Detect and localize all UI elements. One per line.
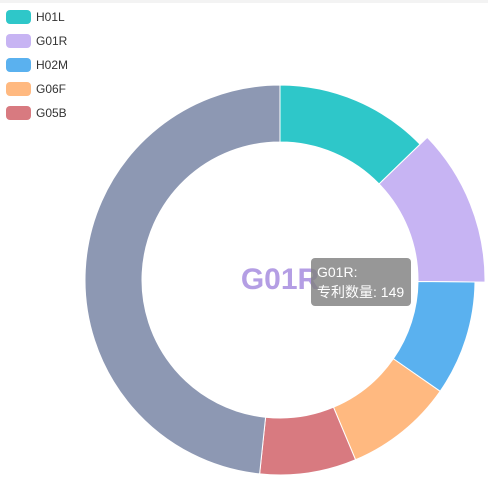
tooltip-series: G01R: [317, 264, 354, 280]
legend-item-h02m[interactable]: H02M: [6, 53, 68, 77]
tooltip-metric: 专利数量: [317, 282, 373, 302]
legend-swatch: [6, 58, 31, 72]
legend-label: G06F: [36, 82, 66, 96]
legend-item-g05b[interactable]: G05B: [6, 101, 68, 125]
legend-label: H01L: [36, 10, 65, 24]
legend-item-h01l[interactable]: H01L: [6, 5, 68, 29]
legend-swatch: [6, 106, 31, 120]
legend-item-g06f[interactable]: G06F: [6, 77, 68, 101]
legend-item-g01r[interactable]: G01R: [6, 29, 68, 53]
legend-label: H02M: [36, 58, 68, 72]
legend-swatch: [6, 34, 31, 48]
legend: H01L G01R H02M G06F G05B: [6, 5, 68, 125]
tooltip-separator: :: [354, 264, 358, 280]
tooltip-colon: :: [373, 282, 381, 302]
legend-swatch: [6, 10, 31, 24]
legend-label: G01R: [36, 34, 67, 48]
legend-label: G05B: [36, 106, 67, 120]
tooltip: G01R: 专利数量: 149: [311, 258, 411, 306]
center-label: G01R: [241, 263, 320, 296]
tooltip-value: 149: [381, 282, 404, 302]
legend-swatch: [6, 82, 31, 96]
